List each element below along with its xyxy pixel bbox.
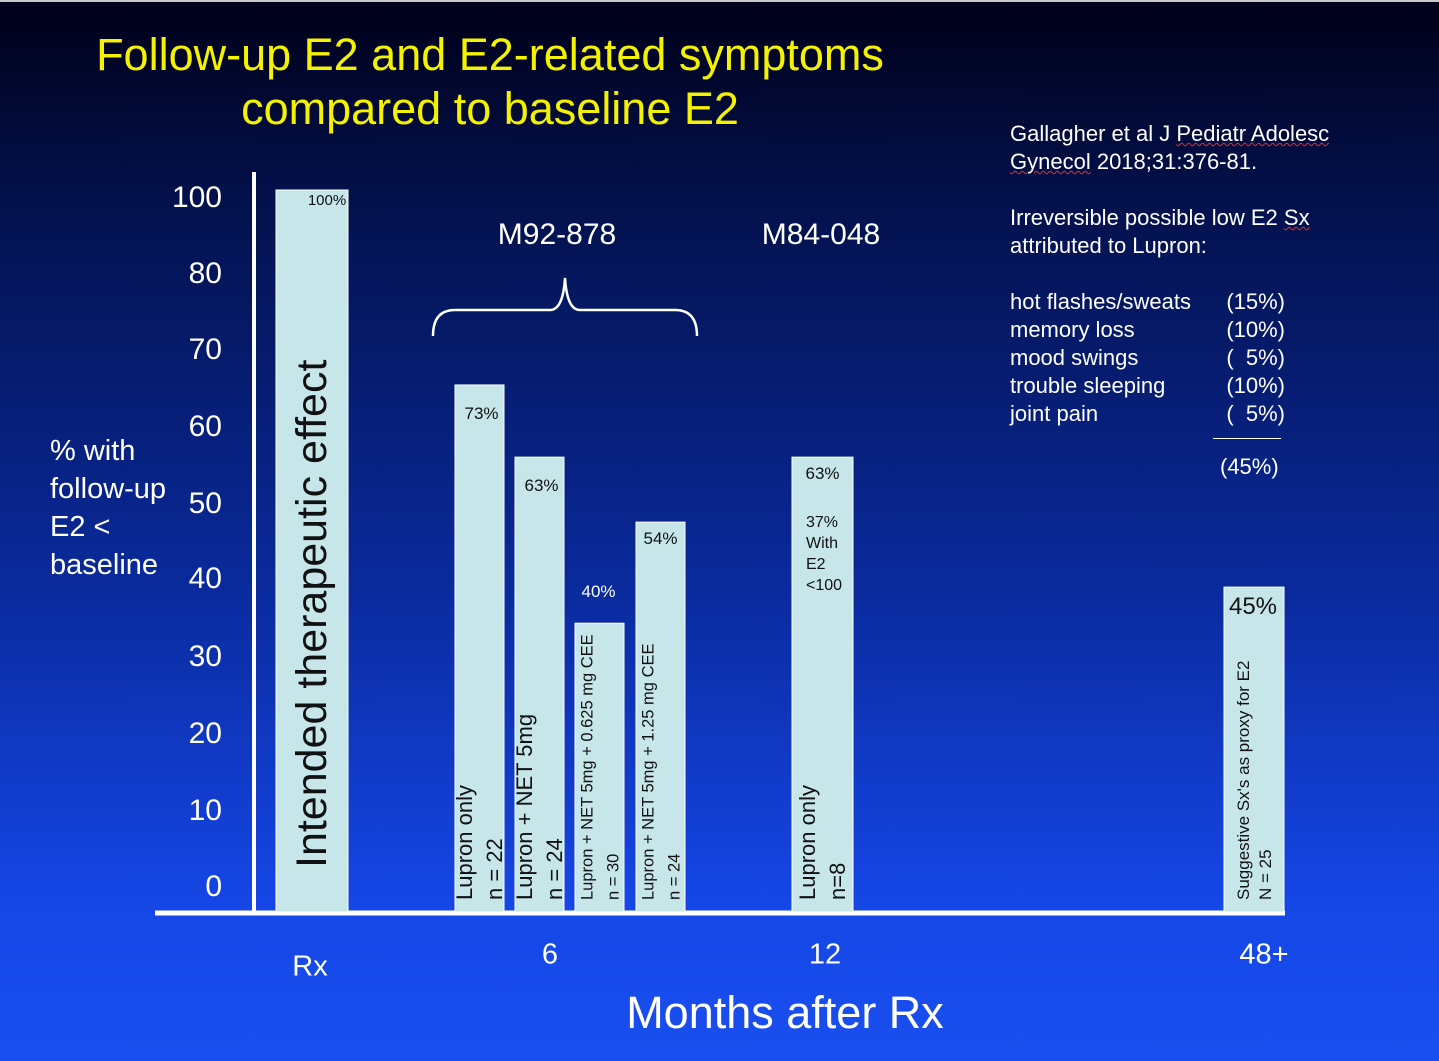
bar-rect	[791, 456, 854, 913]
symptom-row: memory loss (10%)	[1010, 316, 1285, 344]
reference-panel: Gallagher et al J Pediatr Adolesc Gyneco…	[1010, 120, 1420, 481]
vertical-bar-label: n = 24	[542, 838, 567, 900]
x-tick-label: 48+	[1239, 939, 1288, 971]
y-tick-label: 30	[189, 640, 222, 673]
y-tick-label: 80	[189, 257, 222, 290]
reference-line-1: Gallagher et al J Pediatr Adolesc	[1010, 120, 1420, 148]
bar-data-label: 100%	[308, 192, 346, 209]
bar-rect	[635, 521, 686, 913]
symptom-percent: (10%)	[1226, 317, 1285, 342]
reference-line-4: attributed to Lupron:	[1010, 233, 1207, 258]
x-tick-label: 6	[542, 939, 558, 971]
symptom-list: hot flashes/sweats (15%) memory loss (10%) m…	[1010, 288, 1420, 428]
symptom-percent: (10%)	[1226, 373, 1285, 398]
symptom-row: trouble sleeping (10%)	[1010, 372, 1285, 400]
bar-data-label: 73%	[464, 404, 498, 423]
group-bracket	[431, 277, 699, 337]
vertical-bar-label: Intended therapeutic effect	[288, 360, 336, 868]
bar-rect	[454, 384, 505, 913]
y-tick-label: 50	[189, 487, 222, 520]
bar-rect	[514, 456, 565, 913]
symptom-row: joint pain ( 5%)	[1010, 400, 1285, 428]
vertical-bar-label: n = 22	[482, 838, 507, 900]
sx-word: Sx	[1283, 205, 1310, 230]
symptom-percent: (15%)	[1226, 289, 1285, 314]
x-tick-label: 12	[809, 939, 841, 971]
reference-line-2: Gynecol 2018;31:376-81.	[1010, 148, 1420, 176]
bar-data-label: 63%	[524, 476, 558, 495]
slide-title: Follow-up E2 and E2-related symptoms com…	[40, 28, 940, 136]
reference-citation: 2018;31:376-81.	[1090, 149, 1258, 174]
bar-note-line: E2	[806, 556, 826, 573]
y-tick-label: 10	[189, 794, 222, 827]
symptom-percent: ( 5%)	[1226, 401, 1285, 426]
vertical-bar-label: n = 30	[604, 854, 622, 900]
bar-data-label: 40%	[581, 582, 615, 601]
y-tick-label: 0	[205, 870, 222, 903]
vertical-bar-label: Lupron + NET 5mg + 1.25 mg CEE	[639, 644, 657, 901]
symptom-row: hot flashes/sweats (15%)	[1010, 288, 1285, 316]
irreversible-text: Irreversible possible low E2	[1010, 205, 1284, 230]
top-border-line	[0, 0, 1439, 2]
reference-text: Gallagher et al J	[1010, 121, 1177, 146]
vertical-bar-label: Lupron only	[795, 785, 820, 900]
y-tick-label: 60	[189, 410, 222, 443]
y-tick-label: 20	[189, 717, 222, 750]
y-axis-label: % with follow-up E2 < baseline	[50, 435, 167, 581]
vertical-bar-label: N = 25	[1256, 849, 1275, 900]
x-tick-label: Rx	[292, 951, 328, 983]
bar-note-line: With	[806, 535, 838, 552]
symptom-name: hot flashes/sweats	[1010, 289, 1191, 314]
bar-data-label: 54%	[643, 529, 677, 548]
bar-rect	[275, 189, 349, 913]
group-label-m92-878: M92-878	[498, 218, 616, 251]
title-line-2: compared to baseline E2	[241, 83, 739, 134]
y-tick-label: 100	[172, 181, 222, 214]
reference-journal-2: Gynecol	[1010, 149, 1091, 174]
bar-rect	[574, 622, 625, 913]
vertical-bar-label: n = 24	[665, 854, 683, 900]
x-axis-label: Months after Rx	[626, 987, 944, 1038]
title-line-1: Follow-up E2 and E2-related symptoms	[96, 29, 884, 80]
bar-rect	[1223, 586, 1285, 913]
bar-data-label: 45%	[1229, 593, 1277, 620]
bar-note-line: <100	[806, 577, 842, 594]
vertical-bar-label: Lupron + NET 5mg + 0.625 mg CEE	[578, 634, 596, 900]
y-tick-label: 40	[189, 562, 222, 595]
vertical-bar-label: n=8	[825, 863, 850, 900]
bar-note-line: 37%	[806, 514, 838, 531]
symptom-name: trouble sleeping	[1010, 373, 1166, 398]
y-tick-label: 70	[189, 333, 222, 366]
symptom-total: (45%)	[1220, 454, 1279, 479]
symptom-name: memory loss	[1010, 317, 1135, 342]
symptom-percent: ( 5%)	[1226, 345, 1285, 370]
vertical-bar-label: Suggestive Sx's as proxy for E2	[1234, 661, 1253, 900]
symptom-name: mood swings	[1010, 345, 1139, 370]
reference-line-3: Irreversible possible low E2 Sx	[1010, 204, 1420, 232]
sum-rule	[1213, 438, 1281, 439]
symptom-name: joint pain	[1010, 401, 1099, 426]
reference-journal: Pediatr Adolesc	[1176, 121, 1330, 146]
vertical-bar-label: Lupron only	[452, 785, 477, 900]
vertical-bar-label: Lupron + NET 5mg	[512, 714, 537, 900]
group-label-m84-048: M84-048	[762, 218, 880, 251]
bar-data-label: 63%	[805, 464, 839, 483]
symptom-row: mood swings ( 5%)	[1010, 344, 1285, 372]
